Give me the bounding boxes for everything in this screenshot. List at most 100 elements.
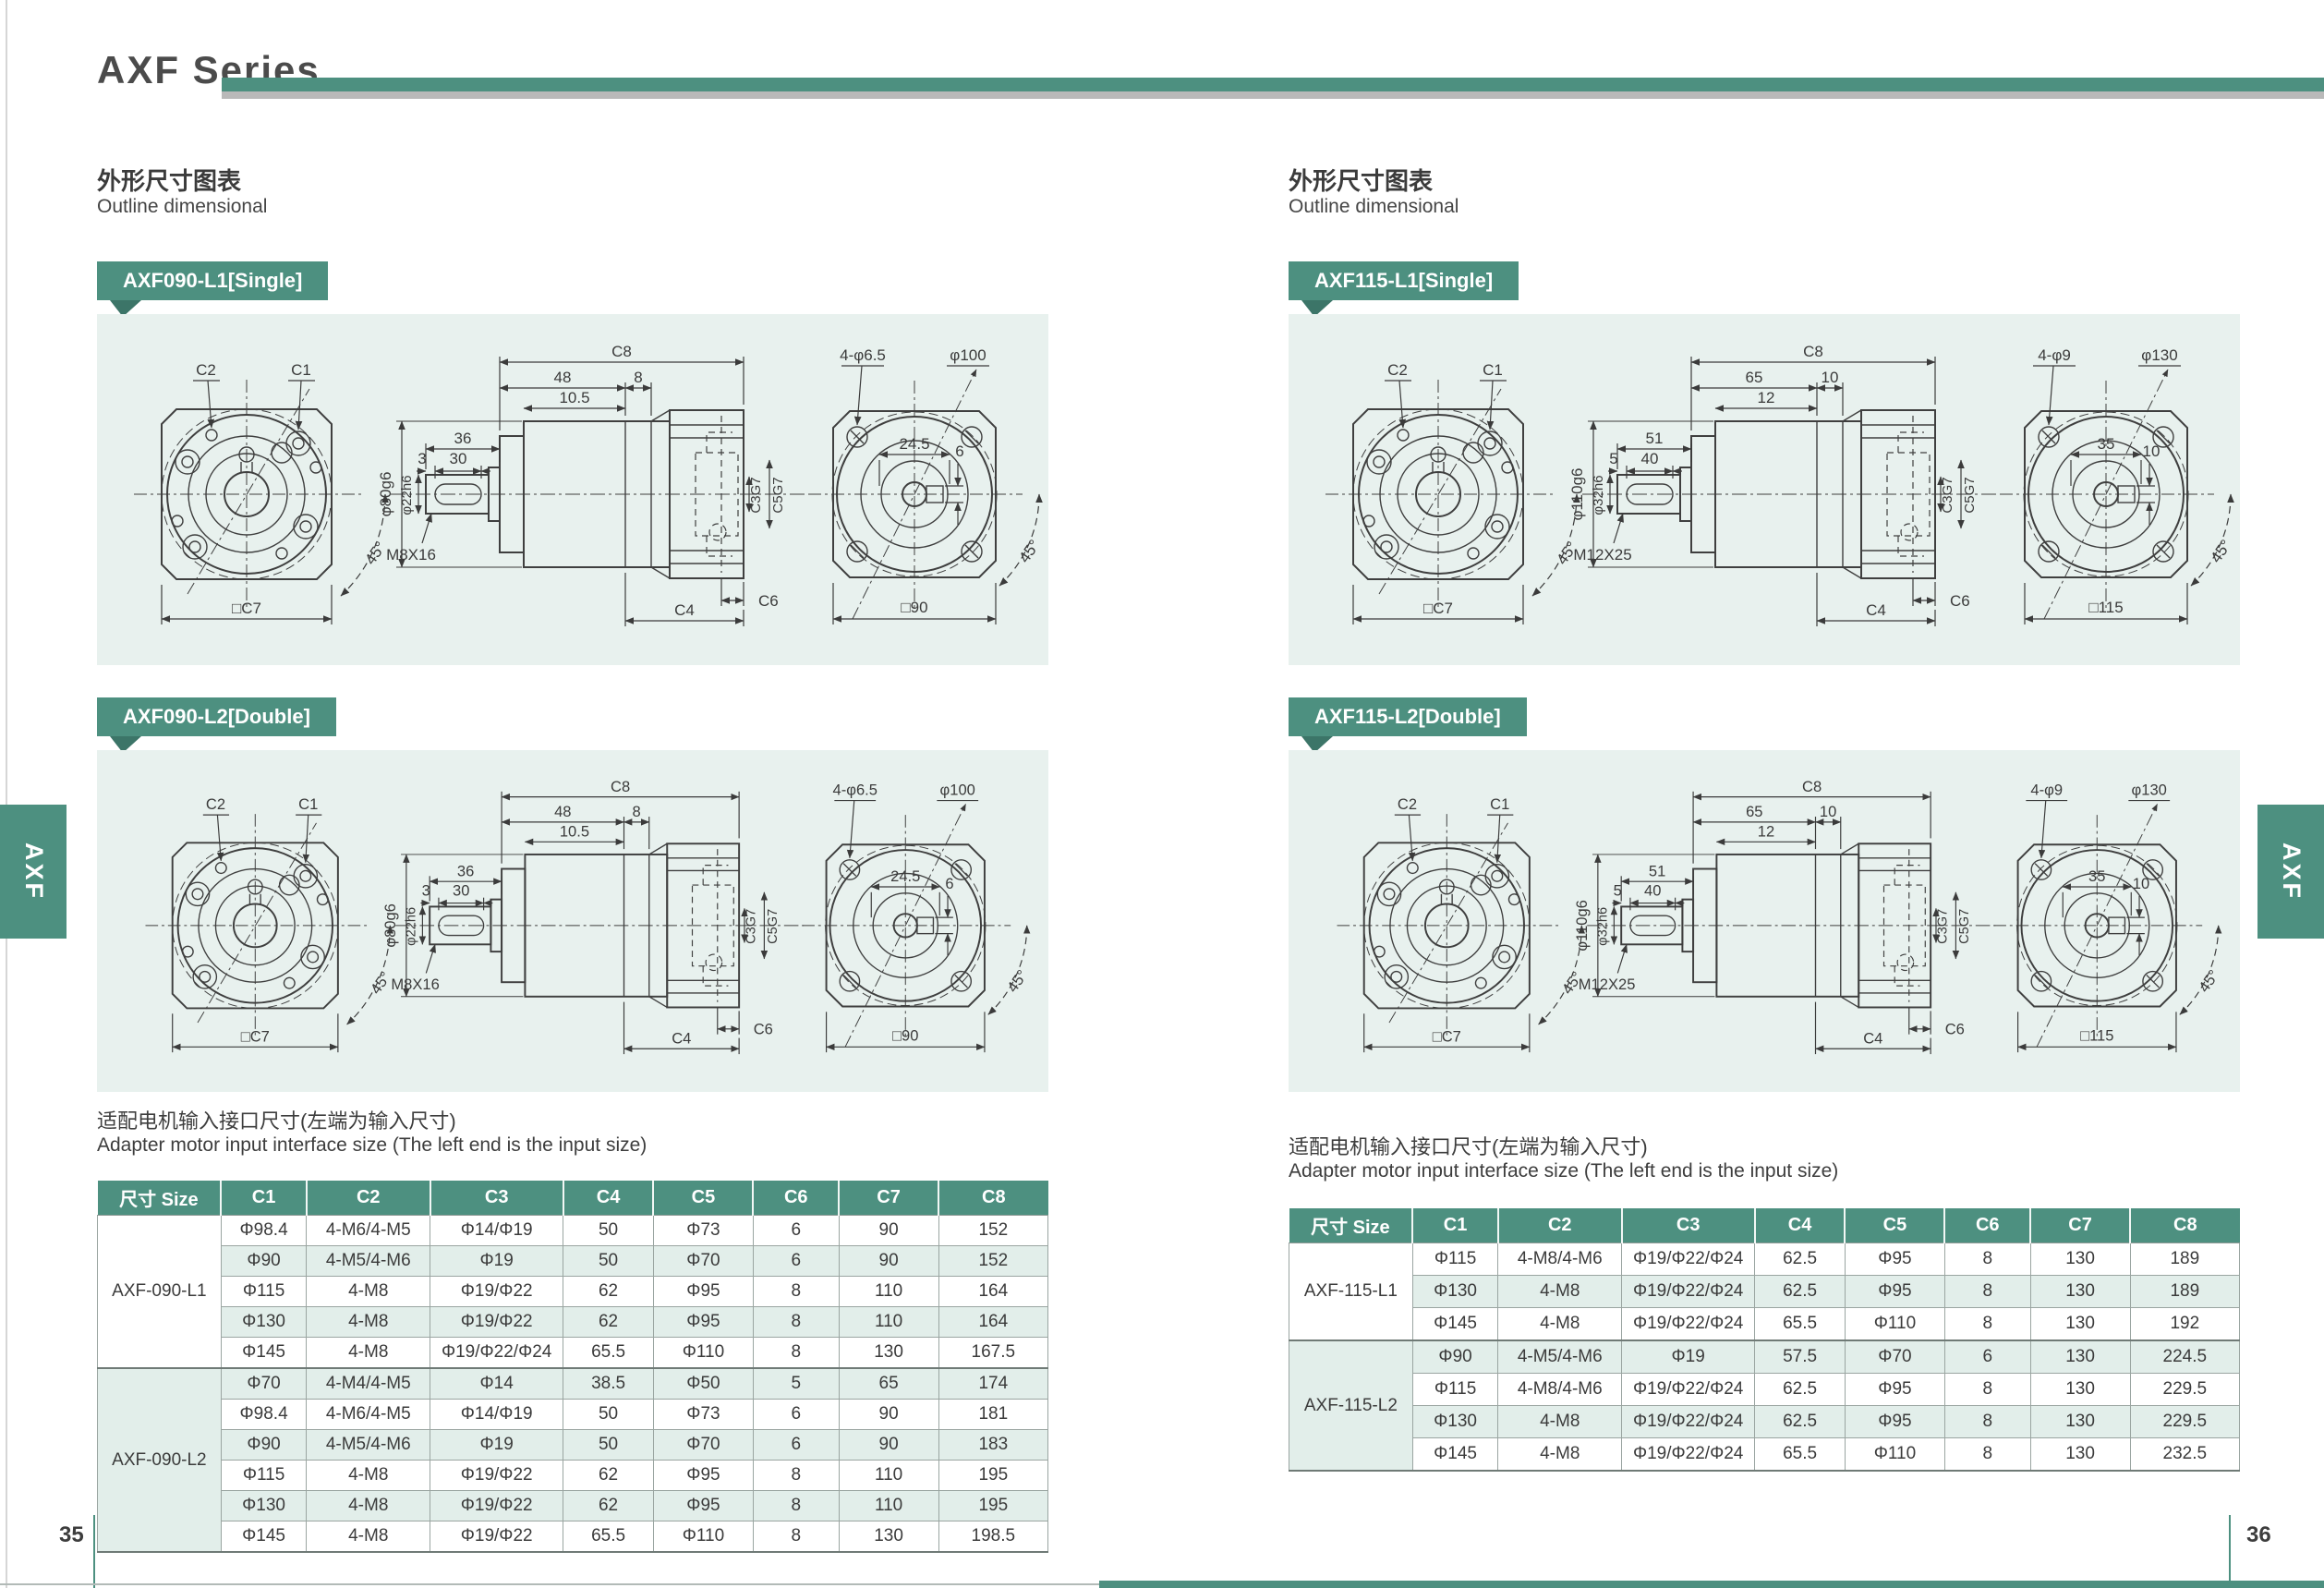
table-cell: 224.5	[2129, 1339, 2241, 1374]
drawing-panel-axf115-l2: C2 C1 □C7 45°	[1289, 750, 2240, 1092]
column-header: 尺寸 Size	[97, 1181, 222, 1216]
table-cell: 164	[938, 1276, 1049, 1307]
page-left: 外形尺寸图表 Outline dimensional AXF090-L1[Sin…	[97, 0, 1049, 1588]
output-flange-dims	[832, 365, 1043, 624]
output-flange-view	[802, 804, 1011, 1048]
dim-label-b: 8	[633, 803, 641, 820]
output-flange-labels: 4-φ6.5 φ100 24.5 6 □90 45°	[833, 782, 1032, 1045]
section-heading-cn: 外形尺寸图表	[97, 167, 242, 195]
dim-label-d: 36	[457, 862, 474, 879]
flange-front-dims	[1363, 814, 1586, 1053]
column-header: C4	[1753, 1208, 1846, 1243]
table-cell: 65.5	[1754, 1307, 1846, 1341]
dim-label-shaft-dia: φ80g6	[377, 472, 394, 517]
dim-label-c6: C6	[754, 1021, 773, 1038]
dim-label-f: 30	[453, 882, 469, 900]
column-header: C6	[752, 1181, 840, 1216]
dim-label-square: □115	[2088, 599, 2123, 616]
table-cell: Φ14	[430, 1367, 564, 1400]
dim-label-a: 48	[554, 803, 571, 820]
dim-label-e: 3	[418, 450, 426, 467]
table-cell: Φ95	[652, 1490, 754, 1521]
table-cell: Φ19/Φ22/Φ24	[1621, 1405, 1756, 1438]
table-cell: Φ90	[220, 1245, 308, 1277]
dim-label-c5g7: C5G7	[770, 477, 786, 513]
table-cell: Φ19/Φ22	[430, 1521, 564, 1553]
side-tab-label: AXF	[19, 842, 48, 901]
table-cell: 6	[1943, 1339, 2031, 1374]
dim-label-holes: 4-φ9	[2030, 782, 2063, 799]
table-cell: Φ19/Φ22/Φ24	[1621, 1275, 1756, 1308]
table-cell: Φ95	[1844, 1243, 1945, 1276]
dim-label-shaft-dia: φ110g6	[1573, 900, 1591, 952]
dim-label-square: □90	[892, 1027, 918, 1045]
table-cell: 8	[1943, 1373, 2031, 1406]
dim-label-c8: C8	[611, 778, 630, 795]
side-view	[391, 409, 810, 579]
table-cell: Φ145	[1411, 1437, 1499, 1472]
table-cell: 8	[1943, 1243, 2031, 1276]
side-view	[1582, 409, 2002, 579]
side-view	[395, 842, 805, 1009]
drawing-panel-axf090-l2: C2 C1 □C7 45°	[97, 750, 1048, 1092]
dim-label-flange-dia: φ100	[950, 346, 986, 364]
size-group-cell: AXF-115-L1	[1289, 1243, 1413, 1341]
table-cell: Φ130	[1411, 1275, 1499, 1308]
table-cell: Φ73	[652, 1399, 754, 1430]
table-cell: Φ145	[220, 1521, 308, 1553]
table-cell: 8	[752, 1337, 840, 1369]
table-cell: 229.5	[2129, 1373, 2241, 1406]
size-group-cell: AXF-090-L1	[97, 1215, 222, 1369]
dim-label-g: 24.5	[899, 435, 929, 453]
dim-label-tap: M8X16	[386, 546, 436, 564]
table-cell: Φ19/Φ22	[430, 1490, 564, 1521]
dim-label-f: 30	[450, 450, 467, 467]
dim-label-b: 8	[634, 369, 642, 386]
dim-label-e: 5	[1614, 882, 1622, 900]
table-row: Φ90 4-M5/4-M6 Φ19 50 Φ70 6 90 152	[98, 1245, 1049, 1277]
table-cell: 5	[752, 1367, 840, 1400]
dim-label-holes: 4-φ6.5	[840, 346, 886, 364]
dim-label-c3g7: C3G7	[744, 909, 759, 944]
table-cell: Φ95	[652, 1276, 754, 1307]
side-view-dims	[396, 357, 773, 626]
technical-drawing: C2 C1 □C7 45°	[134, 343, 1044, 626]
dim-label-c: 10.5	[559, 389, 589, 406]
table-cell: 4-M6/4-M5	[306, 1399, 431, 1430]
table-cell: 62.5	[1754, 1275, 1846, 1308]
size-group-cell: AXF-115-L2	[1289, 1339, 1413, 1472]
table-cell: 8	[752, 1521, 840, 1553]
output-flange-dims	[2024, 365, 2234, 624]
model-badge-axf115-l2: AXF115-L2[Double]	[1289, 697, 1527, 753]
side-view	[1587, 842, 1996, 1009]
dim-label-square: □90	[901, 599, 927, 616]
table-cell: Φ95	[1844, 1373, 1945, 1406]
table-cell: 8	[1943, 1437, 2031, 1472]
table-row: Φ145 4-M8 Φ19/Φ22 65.5 Φ110 8 130 198.5	[98, 1521, 1049, 1553]
dim-label-c5g7: C5G7	[766, 909, 781, 944]
table-cell: Φ130	[220, 1306, 308, 1338]
dim-label-a: 65	[1746, 369, 1763, 386]
table-cell: Φ19/Φ22	[430, 1460, 564, 1491]
dim-label-e: 3	[422, 882, 430, 900]
column-header: C2	[305, 1181, 430, 1216]
adapter-heading-cn: 适配电机输入接口尺寸(左端为输入尺寸)	[97, 1109, 456, 1133]
table-cell: 130	[838, 1521, 939, 1553]
table-cell: 130	[2029, 1275, 2131, 1308]
dim-label-c4: C4	[672, 1029, 691, 1047]
table-cell: 4-M8/4-M6	[1497, 1373, 1623, 1406]
table-cell: Φ95	[652, 1460, 754, 1491]
output-flange-view	[808, 369, 1023, 620]
output-flange-labels: 4-φ9 φ130 35 10 □115 45°	[2038, 346, 2234, 616]
dim-label-c8: C8	[1802, 778, 1822, 795]
table-cell: Φ115	[1411, 1243, 1499, 1276]
dim-label-c2: C2	[1387, 361, 1408, 379]
column-header: C8	[938, 1181, 1048, 1216]
table-cell: 50	[563, 1429, 654, 1461]
table-cell: 50	[563, 1399, 654, 1430]
dim-label-bore-dia: φ22h6	[405, 907, 419, 946]
dim-label-h: 10	[2143, 442, 2161, 460]
dim-label-holes: 4-φ6.5	[833, 782, 878, 799]
side-view-dims	[1592, 791, 1960, 1055]
dim-label-g: 35	[2088, 867, 2105, 885]
